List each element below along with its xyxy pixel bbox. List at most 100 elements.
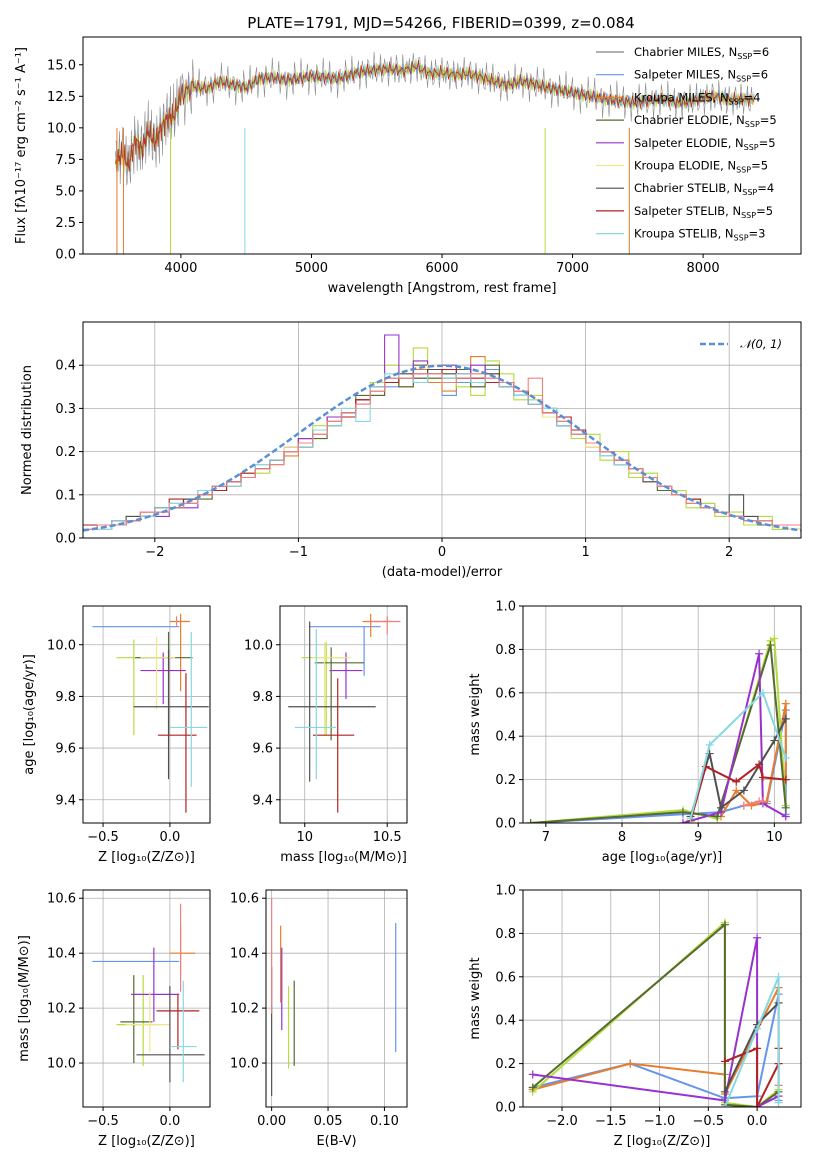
x-tick-label: 9 [694, 830, 702, 845]
model-legend-item: Kroupa MILES, NSSP=4 [596, 90, 760, 106]
errorbar-point [140, 652, 186, 705]
model-legend-label-subscript: SSP [742, 188, 757, 197]
y-tick-label: 7.5 [55, 153, 76, 168]
model-legend-label-name: Salpeter STELIB, N [634, 204, 741, 218]
errorbar-point [140, 637, 176, 710]
massweight-marker [739, 786, 748, 795]
x-axis-label: age [log₁₀(age/yr)] [602, 850, 723, 865]
x-tick-label: 0.00 [257, 1114, 286, 1129]
y-tick-label: 9.8 [252, 690, 273, 705]
errorbar-points [92, 613, 209, 813]
spectrum-panel: 4000 5000 6000 7000 8000 0.0 2.5 5.0 7.5 10.0 12.5… [14, 36, 802, 296]
massweight-marker [717, 803, 726, 812]
model-legend-item: Chabrier MILES, NSSP=6 [596, 45, 769, 61]
y-tick-label: 0.6 [495, 970, 516, 985]
errorbar-point [169, 980, 197, 1083]
model-legend-label-name: Salpeter ELODIE, N [634, 136, 744, 150]
mass-vs-metallicity-panel: −0.5 0.0 10.0 10.2 10.4 10.6 Z [log₁₀(Z/Z⊙)] ma… [17, 889, 211, 1149]
x-axis-label: Z [log₁₀(Z/Z⊙)] [98, 1134, 195, 1149]
errorbar-points [92, 903, 205, 1083]
x-tick-label: 10.5 [373, 830, 402, 845]
x-tick-label: 5000 [295, 261, 328, 276]
massweight-marker [781, 714, 790, 723]
y-tick-label: 12.5 [47, 90, 76, 105]
y-tick-label: 10.2 [230, 1002, 259, 1017]
model-legend-label-name: Kroupa STELIB, N [634, 227, 734, 241]
y-tick-label: 0.4 [55, 359, 76, 374]
y-tick-label: 0.0 [55, 248, 76, 263]
massweight-marker [753, 933, 762, 942]
massweight-marker [678, 808, 687, 817]
x-tick-label: −1 [289, 545, 308, 560]
y-tick-label: 0.8 [495, 927, 516, 942]
model-legend-label-name: Salpeter MILES, N [634, 68, 736, 82]
model-legend-item: Chabrier ELODIE, NSSP=5 [596, 113, 777, 129]
massweight-marker [758, 773, 767, 782]
model-legend-label-name: Chabrier ELODIE, N [634, 113, 745, 127]
y-tick-label: 0.2 [55, 445, 76, 460]
x-tick-label: 8000 [687, 261, 720, 276]
x-tick-label: −0.5 [693, 1114, 725, 1129]
model-legend-label: Kroupa ELODIE, NSSP=5 [634, 159, 768, 175]
model-legend-label: Salpeter ELODIE, NSSP=5 [634, 136, 776, 152]
model-legend-label-name: Chabrier STELIB, N [634, 181, 742, 195]
errorbar-point [367, 616, 401, 635]
massweight-marker [720, 1057, 729, 1066]
y-tick-label: 1.0 [495, 600, 516, 615]
model-legend-label-subscript: SSP [734, 234, 749, 243]
y-tick-label: 0.0 [495, 817, 516, 832]
massweight-marker [720, 920, 729, 929]
x-axis-label: (data-model)/error [382, 565, 503, 580]
massweight-marker [705, 740, 714, 749]
errorbar-point [120, 975, 153, 1064]
residual-histogram-panel: −2 −1 0 1 2 0.0 0.1 0.2 0.3 0.4 (data-model)/error… [20, 321, 802, 580]
x-axis-label: wavelength [Angstrom, rest frame] [328, 281, 557, 296]
massweight-series-line [689, 690, 787, 819]
model-legend-label: Chabrier MILES, NSSP=6 [634, 45, 769, 61]
model-legend-label: Chabrier ELODIE, NSSP=5 [634, 113, 777, 129]
massweight-series-line [723, 976, 780, 1107]
y-tick-label: 5.0 [55, 184, 76, 199]
spectrum-series-line [115, 60, 755, 174]
model-legend-item: Kroupa ELODIE, NSSP=5 [596, 159, 768, 175]
y-tick-label: 10.6 [230, 892, 259, 907]
model-legend-label: Kroupa STELIB, NSSP=3 [634, 227, 765, 243]
model-legend-item: Salpeter MILES, NSSP=6 [596, 68, 768, 84]
model-legend-label-count: =5 [751, 159, 768, 173]
model-legend-item: Salpeter ELODIE, NSSP=5 [596, 136, 776, 152]
massweight-marker [626, 1059, 635, 1068]
y-tick-label: 1.0 [495, 884, 516, 899]
model-legend-item: Kroupa STELIB, NSSP=3 [596, 227, 765, 243]
errorbar-point [294, 629, 337, 780]
model-legend-label-count: =5 [756, 204, 773, 218]
model-legend-label: Salpeter STELIB, NSSP=5 [634, 204, 773, 220]
y-axis-label: age [log₁₀(age/yr)] [22, 654, 37, 775]
model-legend-item: Chabrier STELIB, NSSP=4 [596, 181, 774, 197]
y-tick-label: 0.0 [495, 1101, 516, 1116]
x-tick-label: 8 [618, 830, 626, 845]
massweight-marker [774, 1098, 783, 1107]
y-tick-label: 0.1 [55, 488, 76, 503]
x-tick-label: 10 [766, 830, 783, 845]
age-vs-mass-panel: 10 10.5 9.4 9.6 9.8 10.0 mass [log₁₀(M/M⊙)] [244, 605, 408, 865]
massweight-marker [528, 1070, 537, 1079]
axes-frame [522, 605, 802, 824]
model-legend-label-count: =3 [749, 227, 766, 241]
axes-frame [82, 889, 211, 1108]
massweight-marker [781, 753, 790, 762]
x-tick-label: −2.0 [546, 1114, 578, 1129]
x-tick-label: 7 [542, 830, 550, 845]
model-legend-label-name: Chabrier MILES, N [634, 45, 737, 59]
x-tick-label: 0.05 [314, 1114, 343, 1129]
normal-curve [83, 364, 801, 532]
y-tick-label: 10.0 [244, 638, 273, 653]
massweight-marker [732, 777, 741, 786]
massweight-vs-metallicity-panel: −2.0 −1.5 −1.0 −0.5 0.0 0.0 0.2 0.4 0.6 0.8 1.0 Z [… [468, 884, 802, 1149]
figure-title: PLATE=1791, MJD=54266, FIBERID=0399, z=0… [247, 14, 634, 32]
axes-frame [82, 36, 802, 255]
normal-legend-label: 𝒩(0, 1) [740, 337, 782, 351]
y-tick-label: 2.5 [55, 216, 76, 231]
model-legend-label: Kroupa MILES, NSSP=4 [634, 90, 760, 106]
x-tick-label: 1 [581, 545, 589, 560]
